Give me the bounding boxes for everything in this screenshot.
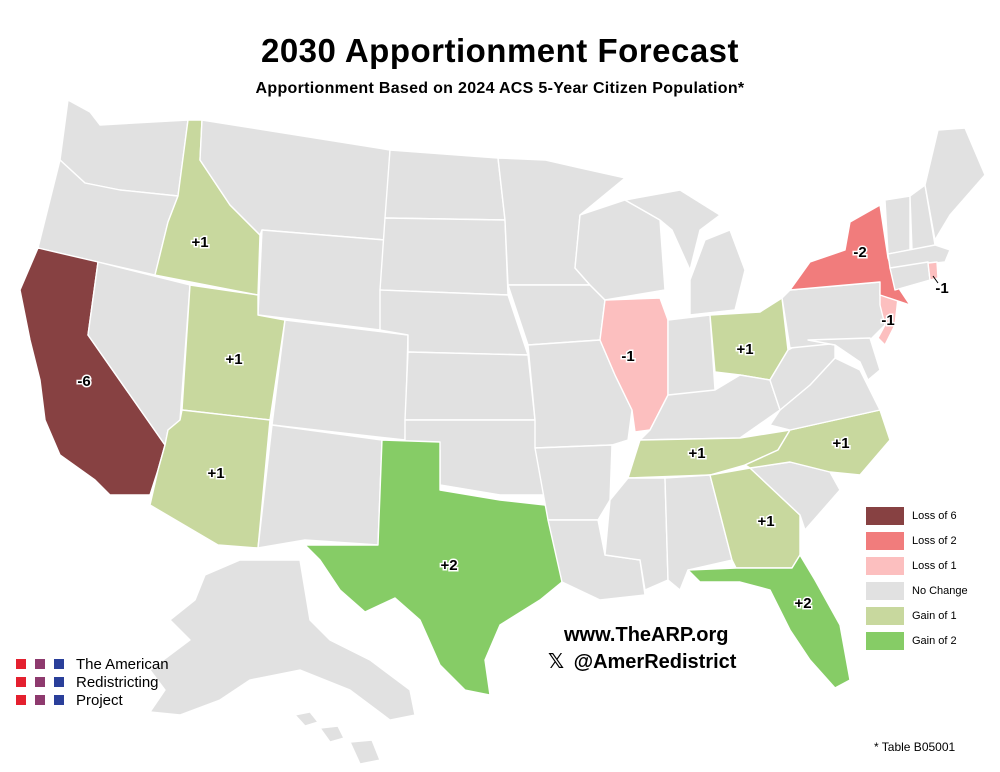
logo-dot — [16, 659, 26, 669]
logo-dot — [35, 677, 45, 687]
legend-item-nochange: No Change — [866, 579, 968, 602]
label-utah: +1 — [225, 351, 242, 368]
logo-dot — [35, 659, 45, 669]
state-kansas — [404, 351, 536, 421]
state-maine — [924, 127, 986, 241]
state-mississippi — [604, 477, 669, 591]
state-north-carolina — [744, 409, 891, 476]
legend-swatch — [866, 531, 904, 550]
legend-swatch — [866, 606, 904, 625]
label-arizona: +1 — [207, 465, 224, 482]
label-florida: +2 — [794, 595, 811, 612]
state-michigan — [624, 189, 746, 316]
legend-label: Gain of 1 — [912, 609, 957, 622]
state-vermont — [884, 195, 911, 255]
state-florida — [687, 554, 851, 689]
state-hawaii — [294, 711, 381, 765]
arp-logo: The American Redistricting Project — [16, 656, 169, 710]
label-illinois: -1 — [621, 348, 634, 365]
label-california: -6 — [77, 373, 90, 390]
legend-swatch — [866, 581, 904, 600]
map-subtitle: Apportionment Based on 2024 ACS 5-Year C… — [255, 80, 745, 97]
logo-line: Project — [76, 692, 123, 709]
state-illinois — [599, 297, 669, 433]
state-arizona — [149, 409, 271, 549]
legend-swatch — [866, 631, 904, 650]
state-south-dakota — [379, 217, 509, 296]
legend-label: No Change — [912, 584, 968, 597]
state-iowa — [507, 284, 606, 346]
x-logo-icon: 𝕏 — [548, 649, 565, 673]
state-arkansas — [534, 444, 613, 521]
logo-dot-grid — [16, 659, 64, 705]
logo-line: The American — [76, 656, 169, 673]
map-title: 2030 Apportionment Forecast — [260, 32, 740, 69]
state-north-dakota — [384, 149, 506, 221]
logo-dot — [35, 695, 45, 705]
label-new-jersey: -1 — [881, 312, 894, 329]
label-north-carolina: +1 — [832, 435, 849, 452]
footnote: * Table B05001 — [874, 740, 956, 754]
logo-dot — [54, 677, 64, 687]
label-georgia: +1 — [757, 513, 774, 530]
logo-text: The American Redistricting Project — [76, 656, 169, 710]
legend-item-gain2: Gain of 2 — [866, 629, 968, 652]
logo-dot — [16, 677, 26, 687]
label-idaho: +1 — [191, 234, 208, 251]
legend-item-loss1: Loss of 1 — [866, 554, 968, 577]
state-maryland — [807, 337, 881, 381]
logo-dot — [54, 659, 64, 669]
label-rhode-island: -1 — [935, 280, 948, 297]
legend-item-loss2: Loss of 2 — [866, 529, 968, 552]
state-new-mexico — [257, 424, 383, 549]
legend-label: Gain of 2 — [912, 634, 957, 647]
social-link[interactable]: 𝕏 @AmerRedistrict — [548, 649, 736, 674]
legend-swatch — [866, 556, 904, 575]
leader-rhode-island — [932, 275, 939, 284]
legend-item-loss6: Loss of 6 — [866, 504, 968, 527]
state-alaska — [149, 559, 416, 721]
state-colorado — [271, 319, 409, 441]
social-handle: @AmerRedistrict — [573, 651, 737, 673]
state-wyoming — [257, 229, 386, 331]
legend-label: Loss of 6 — [912, 509, 957, 522]
state-rhode-island — [927, 261, 939, 281]
label-tennessee: +1 — [688, 445, 705, 462]
legend-swatch — [866, 506, 904, 525]
legend-label: Loss of 2 — [912, 534, 957, 547]
label-ohio: +1 — [736, 341, 753, 358]
legend-item-gain1: Gain of 1 — [866, 604, 968, 627]
legend: Loss of 6 Loss of 2 Loss of 1 No Change … — [866, 504, 968, 654]
logo-dot — [16, 695, 26, 705]
legend-label: Loss of 1 — [912, 559, 957, 572]
logo-dot — [54, 695, 64, 705]
label-new-york: -2 — [853, 244, 866, 261]
logo-line: Redistricting — [76, 674, 159, 691]
label-texas: +2 — [440, 557, 457, 574]
state-new-jersey — [877, 289, 899, 346]
state-texas — [304, 439, 563, 696]
website-link[interactable]: www.TheARP.org — [564, 624, 729, 646]
